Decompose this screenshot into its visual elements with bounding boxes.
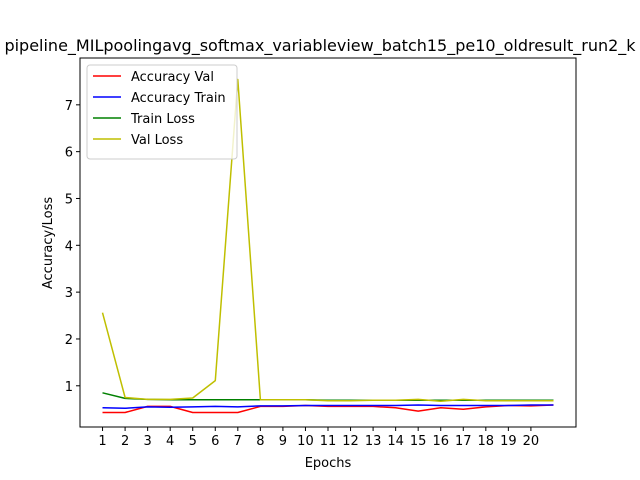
y-tick-label: 2 (65, 333, 73, 348)
chart-title: pipeline_MILpoolingavg_softmax_variablev… (4, 36, 636, 56)
legend-label-accuracy-train: Accuracy Train (131, 91, 226, 106)
y-tick-label: 3 (65, 286, 73, 301)
legend-label-train-loss: Train Loss (130, 112, 195, 127)
x-axis-title: Epochs (305, 456, 352, 471)
y-tick-label: 1 (65, 380, 73, 395)
legend-label-accuracy-val: Accuracy Val (131, 70, 214, 85)
x-tick-label: 17 (455, 434, 472, 449)
x-tick-label: 18 (478, 434, 495, 449)
x-tick-label: 2 (121, 434, 129, 449)
x-tick-label: 4 (166, 434, 174, 449)
x-tick-label: 19 (500, 434, 517, 449)
x-tick-label: 20 (523, 434, 540, 449)
x-tick-label: 16 (432, 434, 449, 449)
x-tick-label: 11 (320, 434, 337, 449)
y-tick-label: 6 (65, 146, 73, 161)
x-tick-label: 9 (279, 434, 287, 449)
x-tick-label: 8 (256, 434, 264, 449)
x-tick-label: 10 (297, 434, 314, 449)
x-tick-label: 7 (234, 434, 242, 449)
legend-label-val-loss: Val Loss (131, 133, 183, 148)
legend-box (86, 64, 238, 160)
x-tick-label: 5 (189, 434, 197, 449)
y-tick-label: 4 (65, 239, 73, 254)
series-line-accuracy-val (102, 404, 554, 414)
legend: Accuracy Val Accuracy Train Train Loss Val … (86, 64, 238, 160)
x-tick-label: 3 (143, 434, 151, 449)
x-tick-label: 14 (387, 434, 404, 449)
x-tick-label: 6 (211, 434, 219, 449)
x-tick-label: 1 (98, 434, 106, 449)
x-tick-label: 12 (342, 434, 359, 449)
y-axis-title: Accuracy/Loss (41, 197, 56, 289)
x-tick-label: 13 (365, 434, 382, 449)
series-line-accuracy-train (102, 404, 554, 410)
x-tick-label: 15 (410, 434, 427, 449)
series-line-val-loss (101, 78, 554, 402)
y-tick-label: 5 (65, 192, 73, 207)
y-tick-label: 7 (65, 99, 73, 114)
